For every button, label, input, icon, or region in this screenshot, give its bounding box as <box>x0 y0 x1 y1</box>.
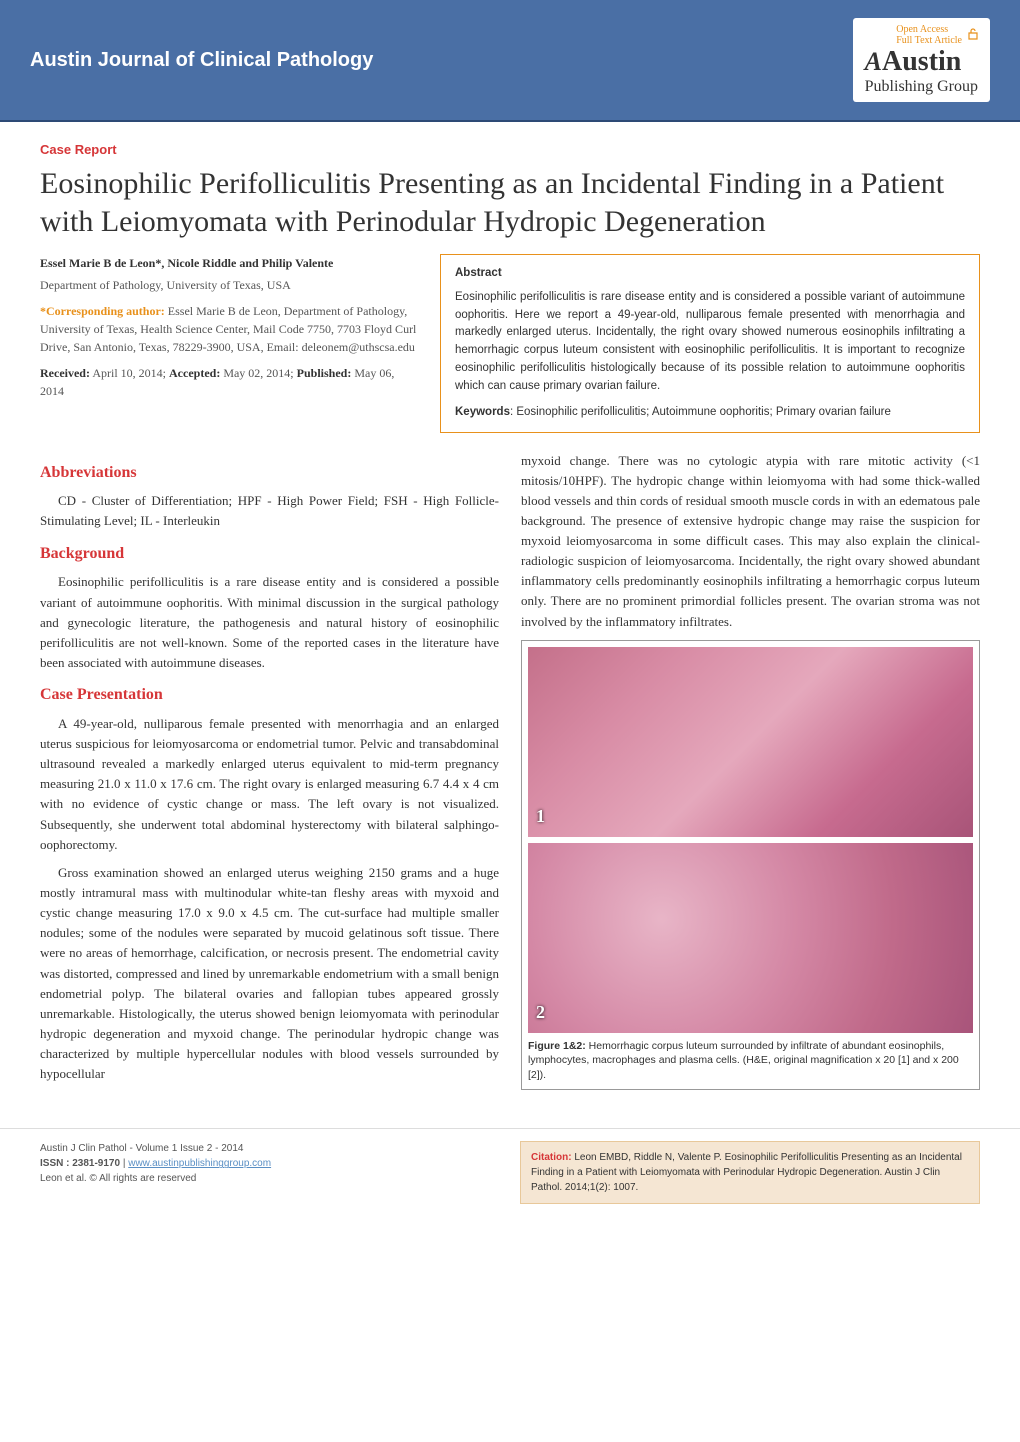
abstract-text: Eosinophilic perifolliculitis is rare di… <box>455 289 965 396</box>
figure-caption: Figure 1&2: Hemorrhagic corpus luteum su… <box>528 1039 973 1083</box>
footer-website-link[interactable]: www.austinpublishinggroup.com <box>128 1158 271 1169</box>
austin-logo: AAustin <box>865 46 978 78</box>
open-access-lock-icon <box>968 28 978 43</box>
article-title: Eosinophilic Perifolliculitis Presenting… <box>40 165 980 240</box>
abstract-heading: Abstract <box>455 265 965 283</box>
author-block: Essel Marie B de Leon*, Nicole Riddle an… <box>40 254 420 433</box>
austin-logo-prefix: A <box>865 47 882 76</box>
figure-box: Figure 1&2: Hemorrhagic corpus luteum su… <box>521 640 980 1090</box>
received-date: April 10, 2014; <box>90 366 169 380</box>
citation-text: Leon EMBD, Riddle N, Valente P. Eosinoph… <box>531 1152 962 1193</box>
citation-label: Citation: <box>531 1152 572 1163</box>
right-column: myxoid change. There was no cytologic at… <box>521 451 980 1093</box>
keywords-text: : Eosinophilic perifolliculitis; Autoimm… <box>510 406 891 418</box>
accepted-date: May 02, 2014; <box>220 366 296 380</box>
keywords: Keywords: Eosinophilic perifolliculitis;… <box>455 404 965 422</box>
corresponding-author: *Corresponding author: Essel Marie B de … <box>40 302 420 356</box>
publisher-block: Open Access Full Text Article AAustin Pu… <box>853 18 990 102</box>
footer-issn: ISSN : 2381-9170 <box>40 1158 120 1169</box>
abbreviations-heading: Abbreviations <box>40 461 499 486</box>
full-text-label: Full Text Article <box>896 35 962 46</box>
accepted-label: Accepted: <box>169 366 220 380</box>
case-paragraph-2: Gross examination showed an enlarged ute… <box>40 863 499 1085</box>
citation-box: Citation: Leon EMBD, Riddle N, Valente P… <box>520 1141 980 1204</box>
received-label: Received: <box>40 366 90 380</box>
open-access-label: Open Access <box>896 24 962 35</box>
figure-caption-label: Figure 1&2: <box>528 1040 586 1052</box>
case-heading: Case Presentation <box>40 683 499 708</box>
background-heading: Background <box>40 542 499 567</box>
page-footer: Austin J Clin Pathol - Volume 1 Issue 2 … <box>0 1128 1020 1224</box>
footer-rights: Leon et al. © All rights are reserved <box>40 1171 500 1186</box>
journal-header-banner: Austin Journal of Clinical Pathology Ope… <box>0 0 1020 122</box>
background-text: Eosinophilic perifolliculitis is a rare … <box>40 572 499 673</box>
left-column: Abbreviations CD - Cluster of Differenti… <box>40 451 499 1093</box>
journal-name: Austin Journal of Clinical Pathology <box>30 49 373 72</box>
figure-2-histology-image <box>528 843 973 1033</box>
figure-1-histology-image <box>528 647 973 837</box>
body-columns: Abbreviations CD - Cluster of Differenti… <box>40 451 980 1093</box>
meta-grid: Essel Marie B de Leon*, Nicole Riddle an… <box>40 254 980 433</box>
authors: Essel Marie B de Leon*, Nicole Riddle an… <box>40 254 420 272</box>
affiliation: Department of Pathology, University of T… <box>40 276 420 294</box>
footer-journal-line: Austin J Clin Pathol - Volume 1 Issue 2 … <box>40 1141 500 1156</box>
article-dates: Received: April 10, 2014; Accepted: May … <box>40 364 420 400</box>
case-paragraph-3: myxoid change. There was no cytologic at… <box>521 451 980 632</box>
article-type: Case Report <box>40 142 980 157</box>
case-paragraph-1: A 49-year-old, nulliparous female presen… <box>40 714 499 855</box>
open-access-row: Open Access Full Text Article <box>865 24 978 46</box>
article-content: Case Report Eosinophilic Perifolliculiti… <box>0 122 1020 1112</box>
footer-left: Austin J Clin Pathol - Volume 1 Issue 2 … <box>40 1141 500 1204</box>
keywords-label: Keywords <box>455 406 510 418</box>
figure-caption-text: Hemorrhagic corpus luteum surrounded by … <box>528 1040 959 1081</box>
abbreviations-text: CD - Cluster of Differentiation; HPF - H… <box>40 491 499 531</box>
corresponding-label: *Corresponding author: <box>40 304 165 318</box>
publishing-group-text: Publishing Group <box>865 78 978 96</box>
footer-issn-row: ISSN : 2381-9170 | www.austinpublishingg… <box>40 1156 500 1171</box>
published-label: Published: <box>297 366 352 380</box>
abstract-box: Abstract Eosinophilic perifolliculitis i… <box>440 254 980 433</box>
austin-logo-text: Austin <box>882 46 961 77</box>
